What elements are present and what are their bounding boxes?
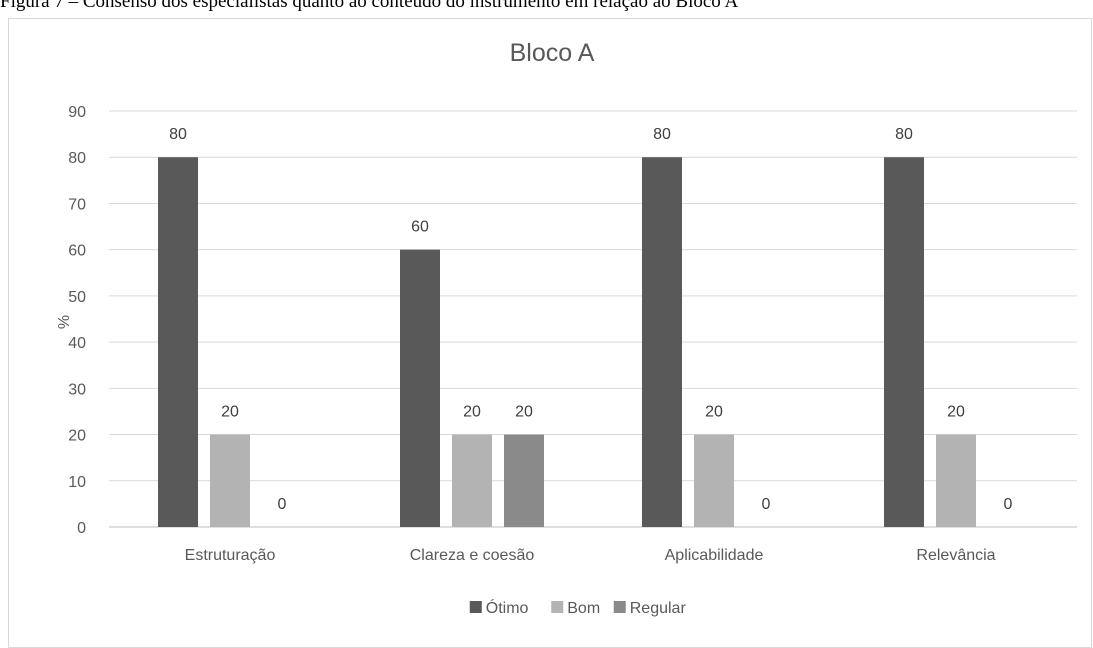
y-tick-label: 90	[68, 104, 86, 121]
category-label: Estruturação	[185, 547, 276, 564]
bar-ótimo	[642, 157, 682, 527]
data-label: 80	[895, 126, 913, 143]
data-label: 80	[169, 126, 187, 143]
y-tick-label: 10	[68, 474, 86, 491]
bar-bom	[210, 434, 250, 527]
chart-frame: Bloco A % 0 10 20 30 40 50 60 70 80 90 80 20 0 60 20 2…	[8, 18, 1092, 648]
data-label: 0	[1004, 496, 1013, 513]
data-label: 60	[411, 219, 429, 236]
bar-ótimo	[158, 157, 198, 527]
y-tick-label: 20	[68, 428, 86, 445]
y-tick-label: 80	[68, 150, 86, 167]
chart-title: Bloco A	[510, 39, 595, 67]
bar-bom	[452, 434, 492, 527]
y-tick-label: 70	[68, 196, 86, 213]
bar-chart: Bloco A % 0 10 20 30 40 50 60 70 80 90 80 20 0 60 20 2…	[56, 39, 1077, 617]
y-axis-label: %	[56, 315, 73, 329]
data-label: 80	[653, 126, 671, 143]
data-label: 20	[515, 404, 533, 421]
y-tick-label: 30	[68, 381, 86, 398]
y-tick-label: 50	[68, 289, 86, 306]
legend-label: Regular	[630, 600, 687, 617]
bar-ótimo	[884, 157, 924, 527]
data-label: 20	[463, 404, 481, 421]
gridlines	[109, 110, 1077, 528]
x-axis-categories: Estruturação Clareza e coesão Aplicabilida…	[185, 547, 996, 564]
data-label: 20	[705, 404, 723, 421]
category-label: Relevância	[916, 547, 995, 564]
category-label: Clareza e coesão	[410, 547, 535, 564]
y-tick-label: 40	[68, 335, 86, 352]
legend-swatch	[613, 601, 626, 613]
legend: Ótimo Bom Regular	[469, 598, 687, 617]
bar-bom	[694, 434, 734, 527]
data-label: 0	[762, 496, 771, 513]
y-tick-label: 60	[68, 243, 86, 260]
bar-regular	[504, 434, 544, 527]
bars	[158, 157, 976, 527]
figure-caption: Figura 7 – Consenso dos especialistas qu…	[0, 0, 739, 12]
bar-ótimo	[400, 249, 440, 527]
bar-bom	[936, 434, 976, 527]
data-label: 20	[221, 404, 239, 421]
legend-label: Bom	[567, 600, 600, 617]
legend-swatch	[469, 601, 482, 613]
data-label: 0	[278, 496, 287, 513]
legend-swatch	[551, 601, 564, 613]
category-label: Aplicabilidade	[665, 547, 764, 564]
data-labels: 80 20 0 60 20 20 80 20 0 80 20 0	[169, 126, 1012, 513]
data-label: 20	[947, 404, 965, 421]
y-axis-ticks: 0 10 20 30 40 50 60 70 80 90	[68, 104, 86, 537]
y-tick-label: 0	[77, 520, 86, 537]
legend-label: Ótimo	[486, 598, 529, 617]
